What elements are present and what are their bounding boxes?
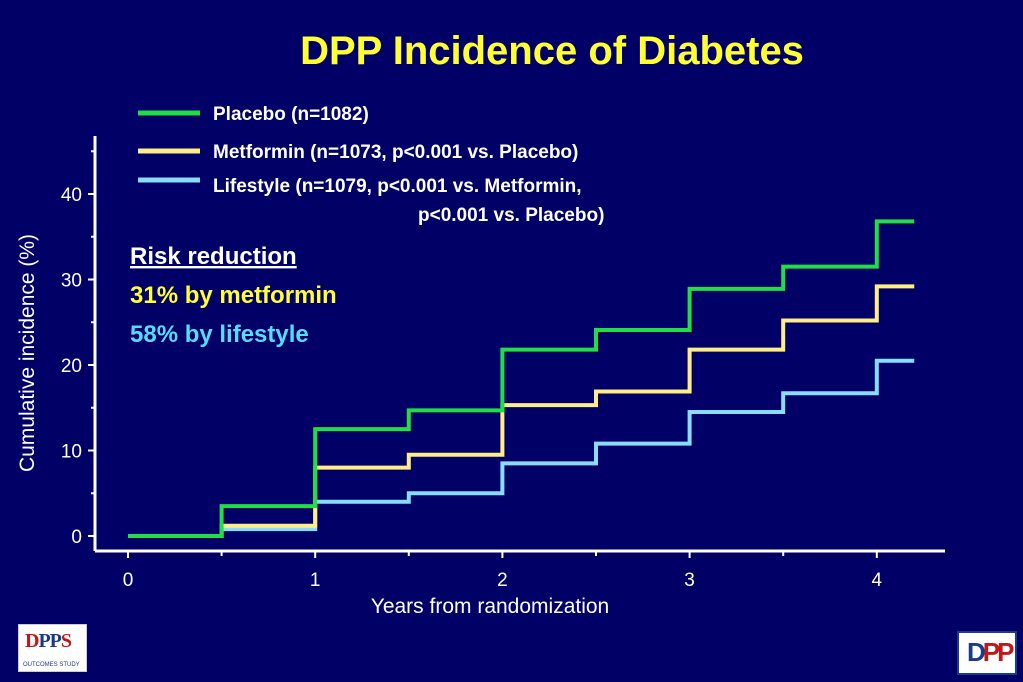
logo-left-letter-a: D bbox=[25, 630, 39, 652]
series-line-placebo bbox=[128, 219, 915, 538]
x-tick-label-2: 2 bbox=[497, 570, 508, 591]
legend-label-lifestyle: Lifestyle (n=1079, p<0.001 vs. Metformin… bbox=[213, 176, 582, 197]
logo-left-subtitle: OUTCOMES STUDY bbox=[23, 662, 80, 668]
dpp-logo: DPP bbox=[957, 631, 1017, 675]
dpp-outcomes-study-logo: DPPS OUTCOMES STUDY bbox=[18, 624, 87, 672]
logo-left-letter-c: S bbox=[60, 630, 72, 652]
legend-label-metformin: Metformin (n=1073, p<0.001 vs. Placebo) bbox=[213, 142, 578, 163]
y-axis-label: Cumulative incidence (%) bbox=[16, 234, 39, 472]
logo-right-letter-a: D bbox=[967, 637, 986, 667]
legend: Placebo (n=1082) Metformin (n=1073, p<0.… bbox=[138, 104, 604, 226]
legend-label-placebo: Placebo (n=1082) bbox=[213, 104, 369, 125]
x-tick-label-4: 4 bbox=[872, 570, 883, 591]
axes: 0 10 20 30 40 0 1 2 3 4 bbox=[61, 136, 945, 591]
logo-left-letter-b: PP bbox=[38, 630, 61, 652]
x-axis-label: Years from randomization bbox=[371, 595, 610, 618]
x-tick-label-3: 3 bbox=[684, 570, 695, 591]
x-tick-label-1: 1 bbox=[310, 570, 321, 591]
risk-reduction-lifestyle: 58% by lifestyle bbox=[130, 321, 309, 348]
series-line-metformin bbox=[128, 284, 915, 538]
x-tick-label-0: 0 bbox=[123, 570, 134, 591]
y-tick-label-40: 40 bbox=[61, 185, 82, 206]
risk-reduction-metformin: 31% by metformin bbox=[130, 282, 337, 309]
legend-label-lifestyle-line2: p<0.001 vs. Placebo) bbox=[418, 205, 604, 226]
y-ticks: 0 10 20 30 40 bbox=[61, 150, 95, 548]
logo-right-mark: DPP bbox=[967, 637, 1015, 668]
logo-left-mark: DPPS bbox=[25, 630, 72, 653]
y-tick-label-10: 10 bbox=[61, 442, 82, 463]
y-tick-label-0: 0 bbox=[71, 527, 82, 548]
series-line-lifestyle bbox=[128, 358, 915, 538]
risk-reduction-heading: Risk reduction bbox=[130, 243, 297, 270]
y-tick-label-30: 30 bbox=[61, 271, 82, 292]
logo-right-letter-b: PP bbox=[982, 637, 1015, 667]
y-tick-label-20: 20 bbox=[61, 356, 82, 377]
x-ticks: 0 1 2 3 4 bbox=[123, 551, 883, 591]
risk-reduction-annotation: Risk reduction 31% by metformin 58% by l… bbox=[130, 243, 337, 348]
chart-title: DPP Incidence of Diabetes bbox=[300, 29, 804, 73]
series-group bbox=[128, 219, 915, 538]
